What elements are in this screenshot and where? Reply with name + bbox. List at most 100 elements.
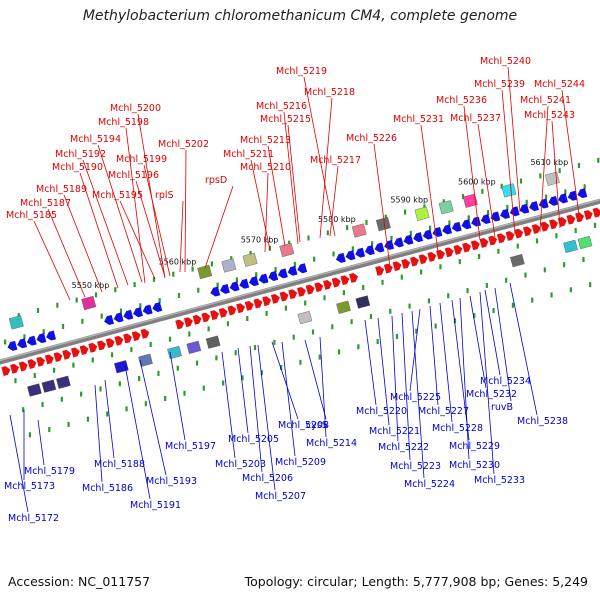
reverse-gene-arrow bbox=[220, 283, 230, 294]
track-tick bbox=[486, 210, 490, 216]
track-tick bbox=[389, 308, 392, 314]
track-tick bbox=[473, 313, 476, 319]
track-tick bbox=[197, 287, 200, 293]
bottom-gene-label: Mchl_5172 bbox=[8, 513, 59, 524]
track-tick bbox=[207, 326, 210, 332]
track-tick bbox=[458, 259, 461, 265]
bottom-gene-label: Mchl_5229 bbox=[449, 441, 500, 452]
track-tick bbox=[168, 336, 172, 342]
track-tick bbox=[202, 385, 205, 391]
reverse-gene-arrow bbox=[133, 307, 143, 318]
reverse-gene-block bbox=[438, 200, 454, 215]
reverse-gene-arrow bbox=[500, 208, 510, 219]
track-tick bbox=[36, 307, 40, 313]
forward-gene-arrow bbox=[496, 233, 506, 244]
top-gene-label: Mchl_5240 bbox=[480, 56, 531, 67]
forward-gene-arrow bbox=[418, 254, 428, 265]
track-tick bbox=[429, 225, 432, 231]
top-gene-label: Mchl_5202 bbox=[158, 139, 209, 150]
forward-gene-arrow bbox=[444, 247, 454, 258]
track-tick bbox=[506, 204, 509, 210]
reverse-gene-arrow bbox=[558, 193, 568, 204]
track-tick bbox=[313, 256, 316, 262]
top-gene-label: Mchl_5189 bbox=[36, 184, 87, 195]
track-tick bbox=[144, 401, 147, 407]
track-tick bbox=[177, 292, 181, 298]
track-tick bbox=[351, 246, 354, 252]
track-tick bbox=[589, 282, 592, 288]
bottom-label-leader bbox=[9, 414, 29, 513]
top-label-leader bbox=[477, 123, 496, 238]
reverse-gene-arrow bbox=[490, 211, 501, 222]
forward-gene-arrow bbox=[105, 338, 115, 349]
track-tick bbox=[384, 214, 387, 220]
track-tick bbox=[210, 261, 214, 267]
reverse-gene-arrow bbox=[480, 214, 491, 225]
forward-gene-arrow bbox=[62, 349, 72, 360]
top-label-leader bbox=[283, 111, 299, 245]
reverse-gene-arrow bbox=[548, 195, 559, 206]
genome-backbone bbox=[0, 198, 600, 365]
track-tick bbox=[80, 391, 83, 397]
bottom-gene-label: Mchl_5230 bbox=[449, 460, 500, 471]
track-tick bbox=[500, 183, 503, 189]
top-gene-label: rplS bbox=[155, 190, 174, 201]
track-tick bbox=[550, 292, 553, 298]
track-tick bbox=[543, 267, 546, 273]
track-tick bbox=[563, 262, 566, 268]
top-label-leader bbox=[463, 105, 481, 241]
track-tick bbox=[420, 269, 423, 275]
reverse-gene-block bbox=[221, 258, 237, 273]
track-tick bbox=[342, 290, 345, 296]
forward-gene-arrow bbox=[540, 221, 550, 232]
track-tick bbox=[183, 390, 186, 396]
top-gene-label: Mchl_5231 bbox=[393, 114, 444, 125]
bottom-gene-label: ruvB bbox=[491, 402, 513, 413]
bottom-label-leader bbox=[237, 347, 249, 434]
track-tick bbox=[226, 321, 230, 327]
track-tick bbox=[138, 376, 141, 382]
track-tick bbox=[492, 308, 495, 314]
track-tick bbox=[28, 432, 32, 438]
forward-gene-arrow bbox=[70, 347, 80, 358]
reverse-gene-arrow bbox=[113, 312, 124, 323]
forward-gene-arrow bbox=[488, 235, 498, 246]
track-tick bbox=[409, 230, 412, 236]
forward-gene-block bbox=[355, 295, 371, 309]
track-tick bbox=[260, 370, 263, 376]
track-tick bbox=[216, 282, 219, 288]
reverse-gene-arrow bbox=[104, 315, 114, 325]
forward-gene-arrow bbox=[218, 307, 228, 318]
track-tick bbox=[274, 267, 277, 273]
top-gene-label: Mchl_5241 bbox=[520, 95, 571, 106]
bottom-label-leader bbox=[169, 351, 186, 441]
bottom-gene-label: Mchl_5221 bbox=[369, 426, 420, 437]
genome-summary-text: Topology: circular; Length: 5,777,908 bp… bbox=[244, 574, 588, 589]
bottom-gene-label: Mchl_5228 bbox=[432, 423, 483, 434]
track-tick bbox=[23, 334, 26, 340]
top-gene-label: Mchl_5236 bbox=[436, 95, 487, 106]
reverse-gene-arrow bbox=[152, 302, 163, 313]
track-tick bbox=[461, 194, 465, 200]
forward-gene-block bbox=[41, 379, 57, 393]
track-tick bbox=[357, 344, 360, 350]
track-tick bbox=[381, 279, 384, 285]
top-label-leader bbox=[329, 165, 339, 237]
bottom-gene-label: Mchl_5214 bbox=[306, 438, 357, 449]
top-gene-label: Mchl_5217 bbox=[310, 155, 361, 166]
reverse-gene-arrow bbox=[393, 237, 404, 248]
forward-gene-arrow bbox=[427, 252, 437, 262]
scale-label: 5590 kbp bbox=[390, 195, 428, 204]
forward-gene-arrow bbox=[392, 261, 402, 272]
top-label-leader bbox=[287, 124, 301, 243]
reverse-gene-arrow bbox=[519, 203, 530, 214]
bottom-label-leader bbox=[104, 379, 115, 459]
track-tick bbox=[299, 359, 302, 365]
forward-gene-block bbox=[27, 383, 42, 397]
track-tick bbox=[304, 300, 307, 306]
track-tick bbox=[408, 303, 411, 309]
top-label-leader bbox=[143, 164, 171, 277]
forward-gene-arrow bbox=[331, 277, 341, 288]
forward-gene-arrow bbox=[410, 256, 419, 267]
track-tick bbox=[158, 298, 161, 304]
